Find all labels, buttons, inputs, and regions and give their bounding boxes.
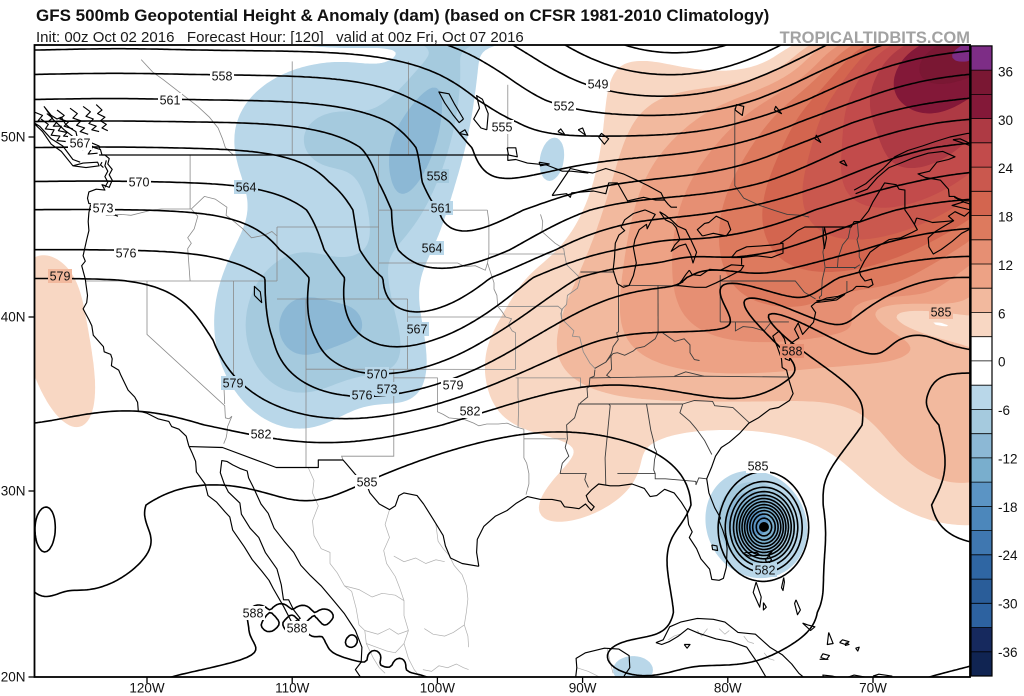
svg-text:80W: 80W [714,681,742,696]
svg-text:12: 12 [998,258,1013,273]
svg-text:570: 570 [367,368,388,382]
svg-text:570: 570 [129,176,150,190]
svg-text:-36: -36 [998,645,1018,660]
svg-text:573: 573 [93,202,114,216]
svg-text:579: 579 [50,270,71,284]
svg-text:70W: 70W [859,681,887,696]
svg-text:30: 30 [998,113,1013,128]
svg-text:40N: 40N [1,310,26,325]
svg-text:36: 36 [998,65,1013,80]
svg-text:567: 567 [70,137,91,151]
svg-text:579: 579 [223,377,244,391]
svg-text:90W: 90W [569,681,597,696]
svg-text:549: 549 [588,78,609,92]
svg-text:558: 558 [212,70,233,84]
svg-text:110W: 110W [275,681,310,696]
svg-text:558: 558 [427,170,448,184]
svg-text:573: 573 [377,383,398,397]
svg-text:567: 567 [407,323,428,337]
svg-text:588: 588 [243,607,264,621]
svg-text:582: 582 [460,405,481,419]
svg-text:585: 585 [931,306,952,320]
svg-text:-12: -12 [998,452,1018,467]
svg-text:-30: -30 [998,597,1018,612]
svg-text:30N: 30N [1,484,26,499]
svg-text:Init: 00z Oct 02 2016 Foreca: Init: 00z Oct 02 2016 Forecast Hour: [12… [36,29,524,46]
svg-text:588: 588 [782,345,803,359]
svg-text:582: 582 [251,428,272,442]
svg-text:0: 0 [998,355,1006,370]
svg-text:GFS 500mb Geopotential Height: GFS 500mb Geopotential Height & Anomaly … [36,6,769,25]
svg-text:6: 6 [998,306,1006,321]
svg-text:50N: 50N [1,130,26,145]
svg-text:24: 24 [998,161,1014,176]
svg-text:18: 18 [998,210,1013,225]
svg-text:564: 564 [236,181,257,195]
svg-text:100W: 100W [420,681,456,696]
svg-text:-6: -6 [998,403,1010,418]
svg-text:555: 555 [492,121,513,135]
svg-text:564: 564 [422,242,443,256]
svg-text:576: 576 [352,389,373,403]
svg-text:579: 579 [443,379,464,393]
svg-text:-18: -18 [998,500,1018,515]
svg-text:-24: -24 [998,548,1018,563]
svg-text:576: 576 [116,247,137,261]
svg-text:585: 585 [357,476,378,490]
svg-text:582: 582 [755,564,776,578]
svg-text:TROPICALTIDBITS.COM: TROPICALTIDBITS.COM [780,29,970,47]
svg-text:585: 585 [748,460,769,474]
svg-text:120W: 120W [129,681,165,696]
svg-text:561: 561 [160,94,181,108]
svg-text:552: 552 [554,100,575,114]
svg-text:20N: 20N [1,670,26,685]
svg-text:588: 588 [287,622,308,636]
svg-text:561: 561 [431,202,452,216]
